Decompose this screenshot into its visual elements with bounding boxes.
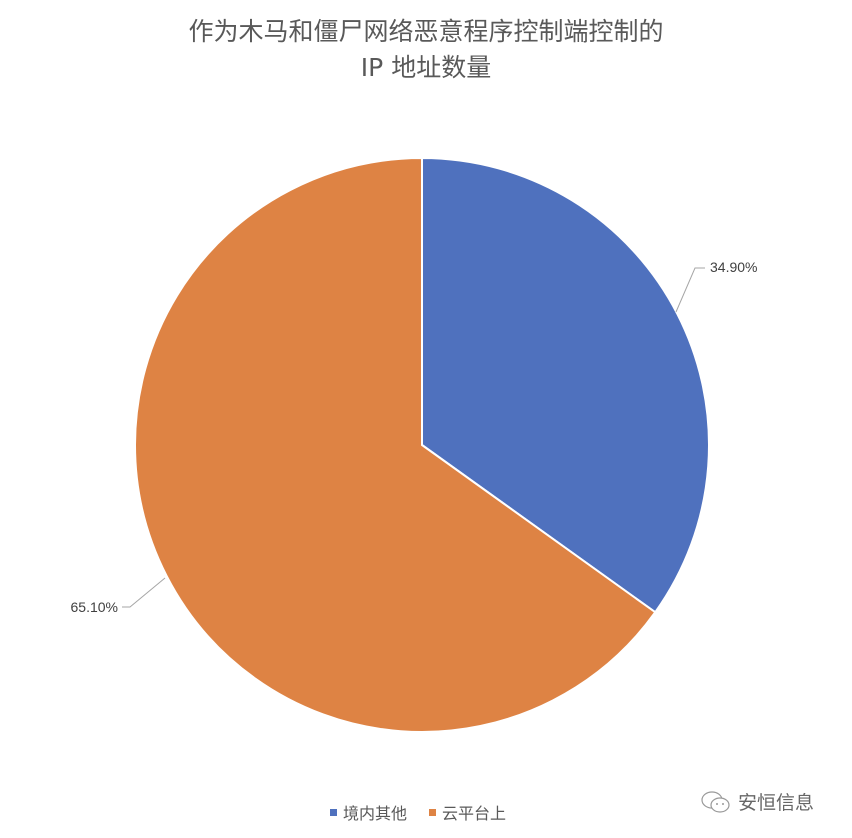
legend-swatch (330, 808, 337, 816)
legend: 境内其他 云平台上 (330, 800, 506, 824)
data-label: 34.90% (710, 259, 757, 275)
watermark: 安恒信息 (700, 788, 814, 815)
legend-label: 境内其他 (343, 804, 408, 823)
legend-item: 云平台上 (429, 800, 506, 824)
leader-line (675, 267, 705, 313)
legend-label: 云平台上 (442, 804, 507, 823)
wechat-icon (701, 790, 730, 813)
title-line-2: IP 地址数量 (360, 53, 492, 82)
title-line-1: 作为木马和僵尸网络恶意程序控制端控制的 (188, 17, 664, 46)
legend-swatch (429, 808, 437, 816)
data-label: 65.10% (71, 599, 118, 615)
legend-item: 境内其他 (330, 800, 407, 824)
pie-slice (421, 156, 710, 614)
watermark-text: 安恒信息 (738, 792, 815, 814)
pie-slice (134, 156, 657, 733)
leader-line (122, 577, 166, 608)
chart-title: 作为木马和僵尸网络恶意程序控制端控制的 IP 地址数量 (0, 14, 852, 86)
